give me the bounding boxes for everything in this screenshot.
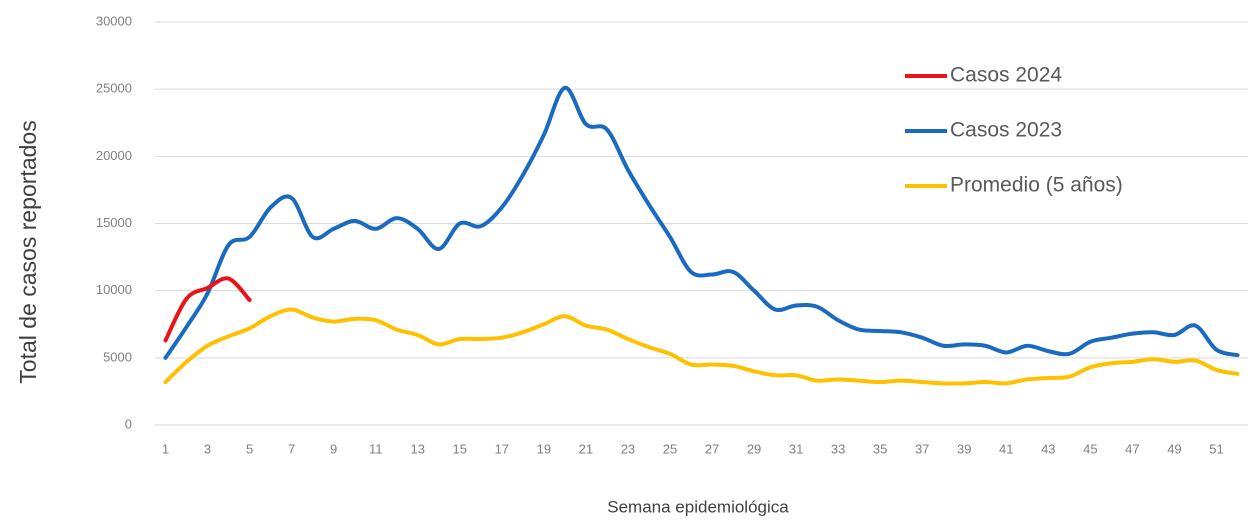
- y-tick-label: 30000: [96, 13, 132, 28]
- x-tick-label: 29: [747, 441, 761, 456]
- x-tick-label: 9: [330, 441, 337, 456]
- x-tick-label: 33: [831, 441, 845, 456]
- x-tick-label: 1: [162, 441, 169, 456]
- legend-label: Casos 2024: [950, 64, 1062, 87]
- y-tick-label: 10000: [96, 282, 132, 297]
- x-tick-label: 31: [789, 441, 803, 456]
- y-tick-label: 15000: [96, 215, 132, 230]
- x-tick-label: 35: [873, 441, 887, 456]
- x-tick-label: 41: [999, 441, 1013, 456]
- x-tick-label: 19: [537, 441, 551, 456]
- data-line: [163, 307, 1240, 386]
- x-tick-label: 51: [1209, 441, 1223, 456]
- x-tick-label: 3: [204, 441, 211, 456]
- y-tick-label: 5000: [103, 349, 132, 364]
- data-line: [163, 276, 252, 343]
- x-tick-label: 7: [288, 441, 295, 456]
- x-tick-label: 45: [1083, 441, 1097, 456]
- x-tick-label: 17: [495, 441, 509, 456]
- x-tick-label: 11: [369, 441, 383, 456]
- y-tick-label: 20000: [96, 148, 132, 163]
- x-tick-label: 39: [957, 441, 971, 456]
- x-tick-label: 5: [246, 441, 253, 456]
- x-tick-label: 37: [915, 441, 929, 456]
- x-tick-label: 25: [663, 441, 677, 456]
- x-tick-label: 13: [411, 441, 425, 456]
- y-tick-label: 0: [125, 416, 132, 431]
- x-axis-label: Semana epidemiológica: [607, 497, 789, 516]
- x-tick-label: 15: [453, 441, 467, 456]
- y-axis-label: Total de casos reportados: [15, 120, 41, 383]
- y-tick-label: 25000: [96, 81, 132, 96]
- data-line: [163, 85, 1240, 360]
- x-tick-label: 23: [621, 441, 635, 456]
- x-tick-label: 27: [705, 441, 719, 456]
- legend-label: Promedio (5 años): [950, 174, 1123, 197]
- x-tick-label: 49: [1167, 441, 1181, 456]
- x-tick-label: 47: [1125, 441, 1139, 456]
- x-tick-label: 43: [1041, 441, 1055, 456]
- x-tick-label: 21: [579, 441, 593, 456]
- legend-label: Casos 2023: [950, 119, 1062, 142]
